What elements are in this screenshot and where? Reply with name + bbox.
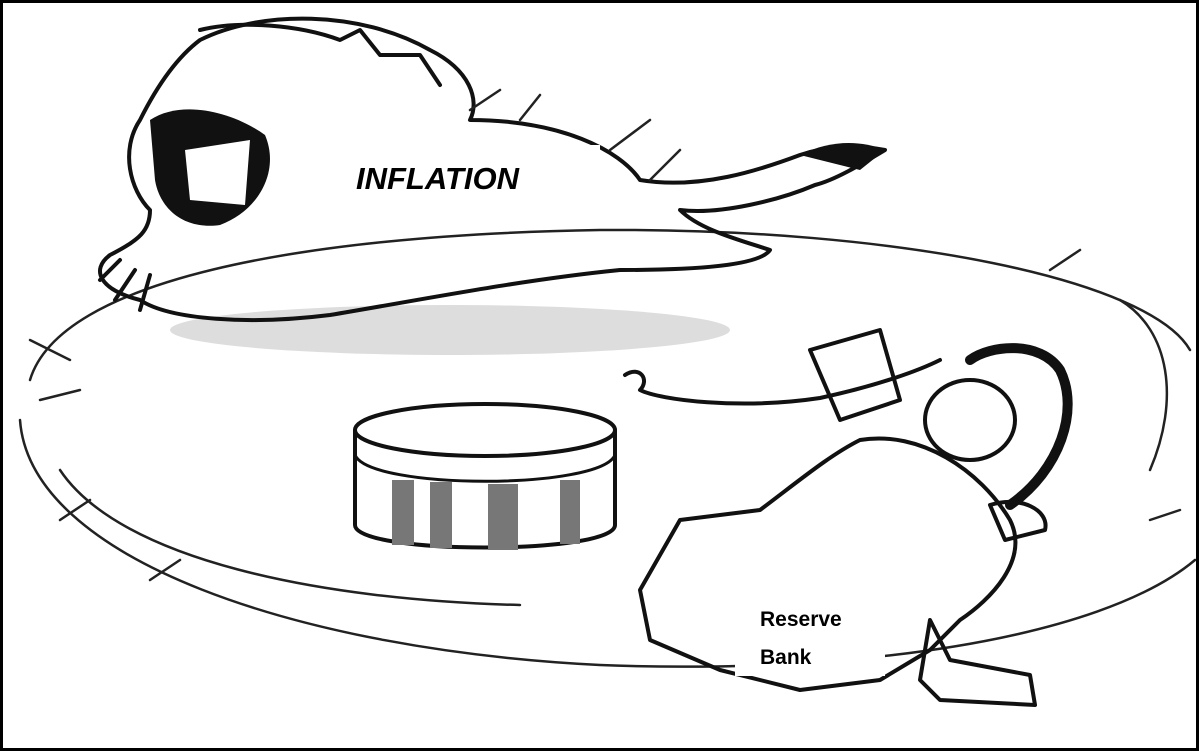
cartoon: INFLATION Reserve Bank — [0, 0, 1199, 751]
ringmaster-label: Reserve — [760, 608, 842, 631]
ringmaster-label: Bank — [760, 646, 812, 669]
page: {"lion_label": "INFLATION", "ringmaster_… — [0, 0, 1199, 751]
lion-label: INFLATION — [356, 161, 520, 196]
shadow — [170, 305, 730, 355]
